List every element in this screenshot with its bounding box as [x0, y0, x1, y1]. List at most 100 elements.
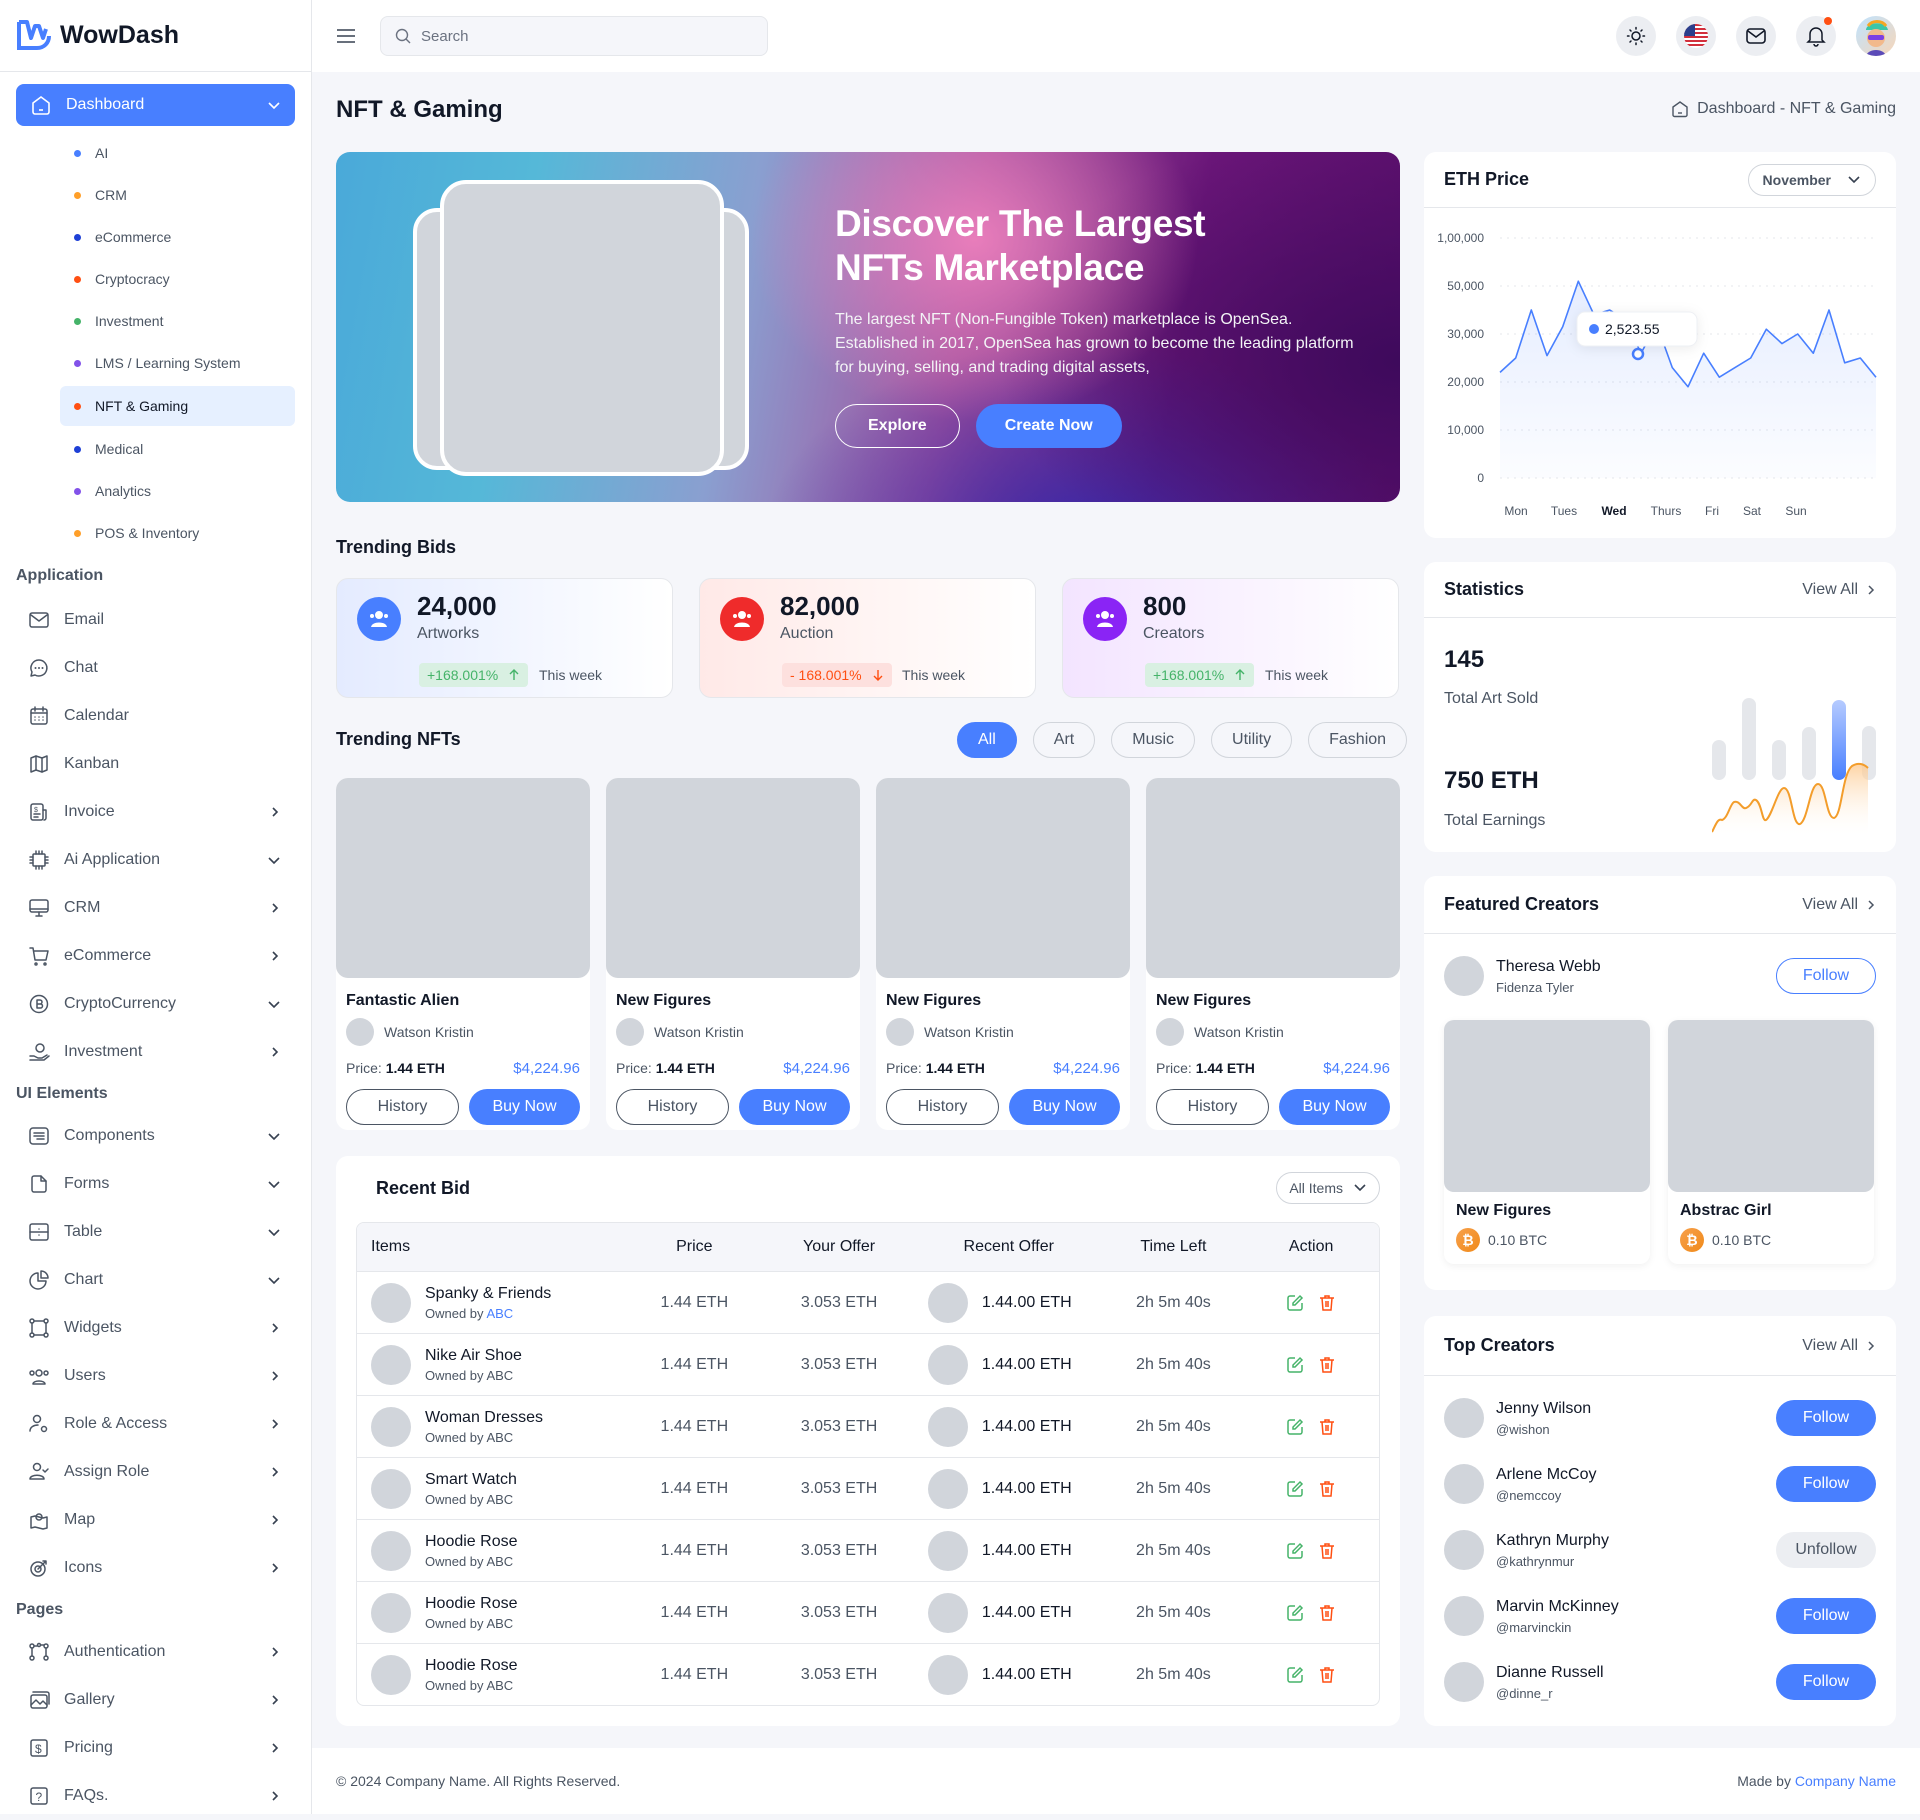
explore-button[interactable]: Explore — [835, 404, 960, 448]
sidebar-subitem-label: LMS / Learning System — [95, 355, 241, 371]
sidebar-item-users[interactable]: Users — [16, 1352, 295, 1400]
nft-image[interactable] — [876, 778, 1130, 978]
menu-toggle-icon[interactable] — [336, 28, 356, 44]
item-thumbnail — [371, 1282, 411, 1323]
chat-icon — [28, 657, 50, 679]
view-all-link[interactable]: View All — [1802, 581, 1876, 599]
unfollow-button[interactable]: Unfollow — [1776, 1532, 1876, 1568]
trash-icon[interactable] — [1318, 1356, 1336, 1374]
edit-icon[interactable] — [1286, 1666, 1304, 1684]
nft-image[interactable] — [1146, 778, 1400, 978]
sidebar-item-role-access[interactable]: Role & Access — [16, 1400, 295, 1448]
chevron-right-icon — [269, 1513, 281, 1527]
edit-icon[interactable] — [1286, 1418, 1304, 1436]
sidebar-item-chat[interactable]: Chat — [16, 644, 295, 692]
messages-button[interactable] — [1736, 16, 1776, 56]
sidebar-subitem-investment[interactable]: Investment — [60, 300, 295, 342]
sidebar-subitem-nft-gaming[interactable]: NFT & Gaming — [60, 386, 295, 426]
sidebar-item-faqs-[interactable]: ? FAQs. — [16, 1772, 295, 1820]
sidebar-item-components[interactable]: Components — [16, 1112, 295, 1160]
sidebar-item-calendar[interactable]: Calendar — [16, 692, 295, 740]
edit-icon[interactable] — [1286, 1294, 1304, 1312]
trash-icon[interactable] — [1318, 1666, 1336, 1684]
language-button[interactable] — [1676, 16, 1716, 56]
sidebar-item-crm[interactable]: CRM — [16, 884, 295, 932]
filter-tab-utility[interactable]: Utility — [1211, 722, 1293, 758]
sidebar-subitem-analytics[interactable]: Analytics — [60, 470, 295, 512]
filter-tab-all[interactable]: All — [957, 722, 1017, 758]
sidebar-subitem-lms-learning-system[interactable]: LMS / Learning System — [60, 342, 295, 384]
filter-tab-art[interactable]: Art — [1032, 722, 1096, 758]
history-button[interactable]: History — [886, 1089, 999, 1125]
edit-icon[interactable] — [1286, 1480, 1304, 1498]
follow-button[interactable]: Follow — [1776, 1400, 1876, 1436]
breadcrumb[interactable]: Dashboard - NFT & Gaming — [1671, 100, 1896, 118]
sidebar-item-cryptocurrency[interactable]: CryptoCurrency — [16, 980, 295, 1028]
trash-icon[interactable] — [1318, 1542, 1336, 1560]
sidebar-item-invoice[interactable]: $ Invoice — [16, 788, 295, 836]
logo[interactable]: WowDash — [0, 0, 311, 72]
view-all-link[interactable]: View All — [1802, 1337, 1876, 1355]
featured-nft-card[interactable]: Abstrac Girl ₿ 0.10 BTC — [1668, 1020, 1874, 1264]
history-button[interactable]: History — [346, 1089, 459, 1125]
trash-icon[interactable] — [1318, 1604, 1336, 1622]
sidebar-subitem-crm[interactable]: CRM — [60, 174, 295, 216]
sidebar-item-forms[interactable]: Forms — [16, 1160, 295, 1208]
sidebar-item-gallery[interactable]: Gallery — [16, 1676, 295, 1724]
buy-now-button[interactable]: Buy Now — [739, 1089, 850, 1125]
company-link[interactable]: Company Name — [1794, 1773, 1896, 1789]
follow-button[interactable]: Follow — [1776, 1466, 1876, 1502]
trash-icon[interactable] — [1318, 1418, 1336, 1436]
sidebar-subitem-cryptocracy[interactable]: Cryptocracy — [60, 258, 295, 300]
sidebar-item-map[interactable]: Map — [16, 1496, 295, 1544]
buy-now-button[interactable]: Buy Now — [1009, 1089, 1120, 1125]
trash-icon[interactable] — [1318, 1480, 1336, 1498]
sidebar-item-email[interactable]: Email — [16, 596, 295, 644]
nft-image[interactable] — [336, 778, 590, 978]
filter-tab-fashion[interactable]: Fashion — [1308, 722, 1408, 758]
history-button[interactable]: History — [1156, 1089, 1269, 1125]
sidebar-item-pricing[interactable]: $ Pricing — [16, 1724, 295, 1772]
sidebar-item-icons[interactable]: Icons — [16, 1544, 295, 1592]
nft-name: New Figures — [886, 992, 982, 1009]
view-all-link[interactable]: View All — [1802, 896, 1876, 914]
buy-now-button[interactable]: Buy Now — [469, 1089, 580, 1125]
your-offer: 3.053 ETH — [800, 1417, 878, 1435]
sidebar-subitem-ai[interactable]: AI — [60, 132, 295, 174]
featured-nft-card[interactable]: New Figures ₿ 0.10 BTC — [1444, 1020, 1650, 1264]
sidebar-item-kanban[interactable]: Kanban — [16, 740, 295, 788]
trash-icon[interactable] — [1318, 1294, 1336, 1312]
sidebar-item-table[interactable]: Table — [16, 1208, 295, 1256]
item-owner: Owned by ABC — [425, 1491, 514, 1507]
sidebar-item-authentication[interactable]: Authentication — [16, 1628, 295, 1676]
sidebar-subitem-ecommerce[interactable]: eCommerce — [60, 216, 295, 258]
create-now-button[interactable]: Create Now — [975, 404, 1122, 448]
sidebar-item-ai-application[interactable]: Ai Application — [16, 836, 295, 884]
edit-icon[interactable] — [1286, 1356, 1304, 1374]
follow-button[interactable]: Follow — [1776, 958, 1876, 994]
sidebar-item-investment[interactable]: Investment — [16, 1028, 295, 1076]
sidebar-item-assign-role[interactable]: Assign Role — [16, 1448, 295, 1496]
month-select[interactable]: November — [1747, 163, 1876, 196]
follow-button[interactable]: Follow — [1776, 1664, 1876, 1700]
notifications-button[interactable] — [1796, 16, 1836, 56]
history-button[interactable]: History — [616, 1089, 729, 1125]
search-input[interactable]: Search — [380, 16, 768, 56]
edit-icon[interactable] — [1286, 1604, 1304, 1622]
buy-now-button[interactable]: Buy Now — [1279, 1089, 1390, 1125]
sidebar-item-chart[interactable]: Chart — [16, 1256, 295, 1304]
items-filter-select[interactable]: All Items — [1276, 1172, 1380, 1204]
earnings-label: Total Earnings — [1444, 812, 1546, 829]
sidebar-subitem-pos-inventory[interactable]: POS & Inventory — [60, 512, 295, 554]
user-avatar[interactable] — [1856, 16, 1896, 56]
edit-icon[interactable] — [1286, 1542, 1304, 1560]
sidebar-subitem-medical[interactable]: Medical — [60, 428, 295, 470]
sidebar-item-widgets[interactable]: Widgets — [16, 1304, 295, 1352]
theme-toggle-button[interactable] — [1616, 16, 1656, 56]
sidebar-item-dashboard[interactable]: Dashboard — [16, 84, 295, 126]
eth-price-chart[interactable]: 1,00,000 50,000 30,000 20,000 10,000 0 Mon Tues… — [1424, 208, 1896, 538]
nft-image[interactable] — [606, 778, 860, 978]
filter-tab-music[interactable]: Music — [1111, 722, 1196, 758]
sidebar-item-ecommerce[interactable]: eCommerce — [16, 932, 295, 980]
follow-button[interactable]: Follow — [1776, 1598, 1876, 1634]
